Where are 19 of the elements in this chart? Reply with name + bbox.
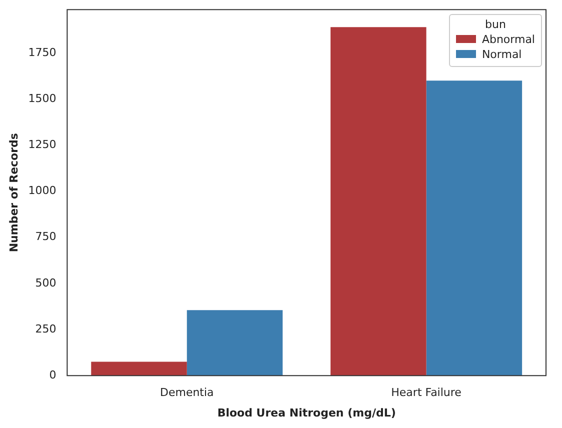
y-axis-title: Number of Records <box>7 132 20 252</box>
y-tick-label: 1750 <box>28 46 56 59</box>
bar <box>91 362 187 376</box>
y-tick-label: 750 <box>35 230 56 244</box>
legend-label: Normal <box>482 48 522 61</box>
bar <box>426 80 522 376</box>
bar <box>186 310 283 376</box>
legend-label: Abnormal <box>482 32 535 46</box>
y-tick-label: 500 <box>35 276 56 290</box>
x-axis-title: Blood Urea Nitrogen (mg/dL) <box>217 406 396 420</box>
y-tick-label: 1500 <box>28 92 56 105</box>
legend-title: bun <box>484 18 507 31</box>
y-tick-label: 1000 <box>28 184 56 198</box>
bar <box>330 27 426 376</box>
x-tick-label: Heart Failure <box>391 386 462 400</box>
y-tick-label: 0 <box>49 368 56 382</box>
x-tick-label: Dementia <box>160 386 214 400</box>
y-tick-label: 250 <box>35 322 56 336</box>
y-tick-label: 1250 <box>28 138 56 151</box>
